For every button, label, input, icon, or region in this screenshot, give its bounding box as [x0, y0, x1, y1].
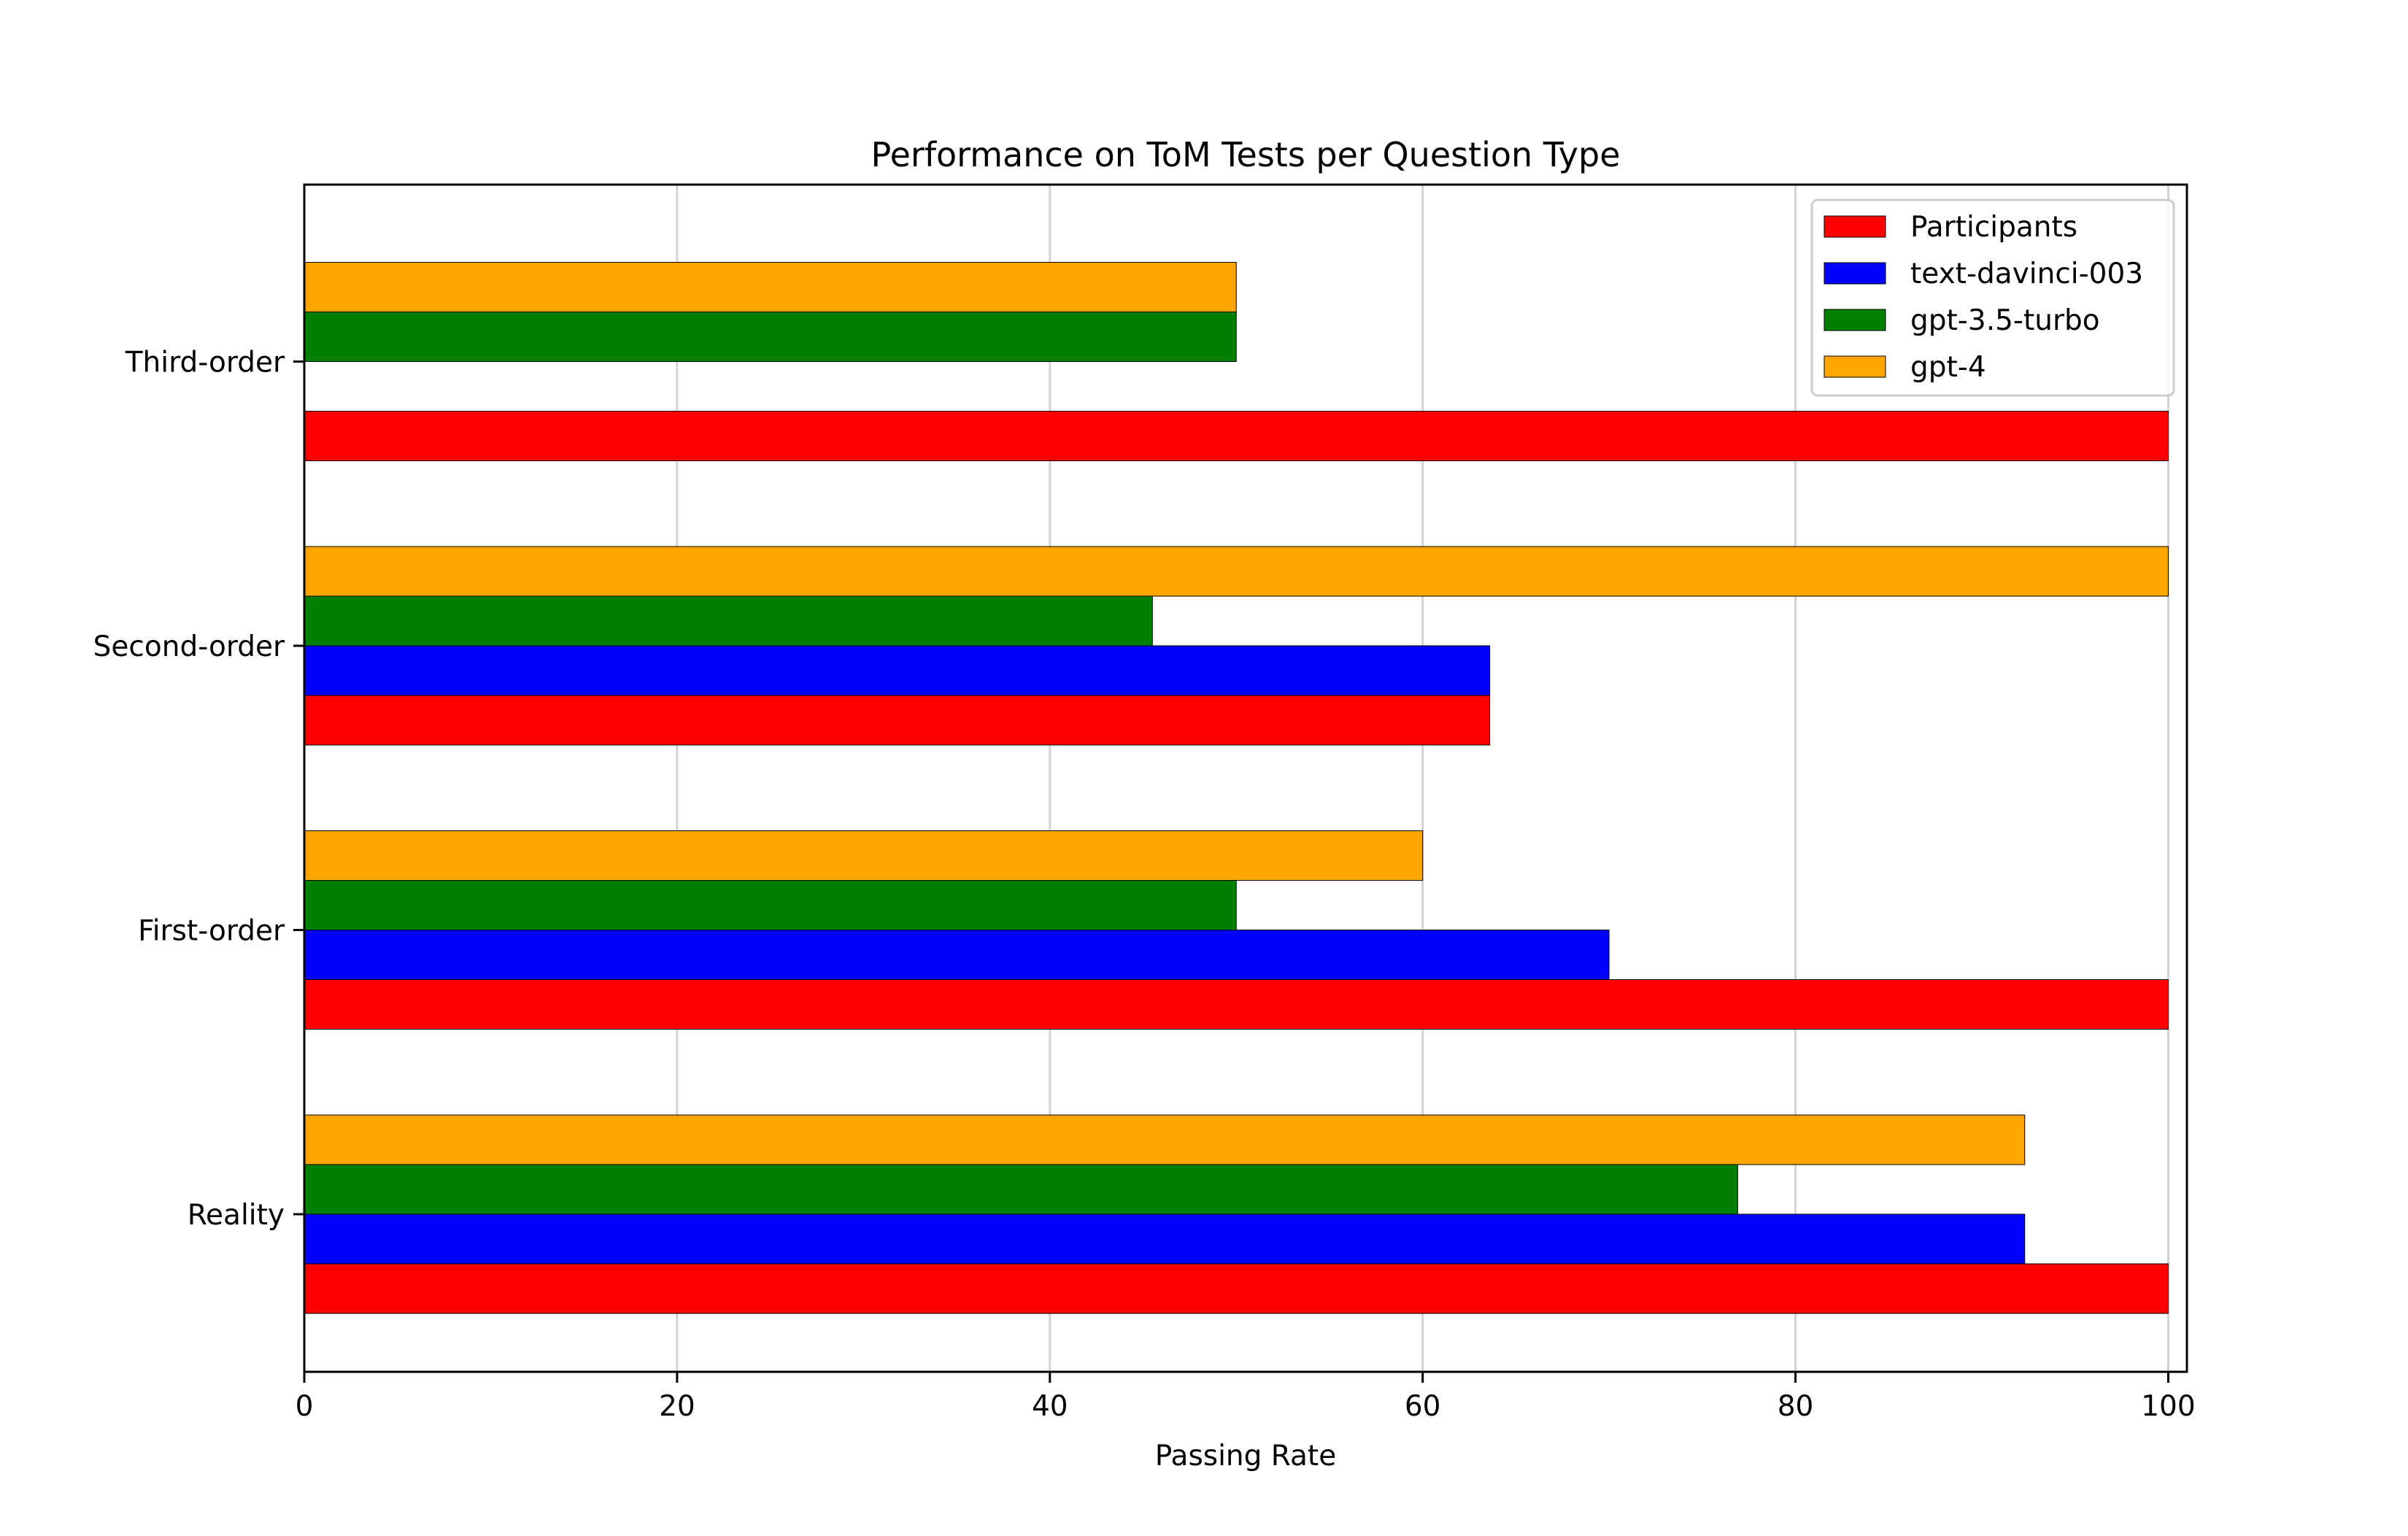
bar-gpt-4-second-order — [304, 546, 2169, 597]
x-tick-label: 20 — [659, 1390, 695, 1423]
legend-swatch — [1824, 215, 1886, 238]
plot-frame — [303, 183, 2188, 1373]
x-tick-label: 80 — [1778, 1390, 1814, 1423]
bars — [304, 262, 2169, 1314]
chart-title: Performance on ToM Tests per Question Ty… — [871, 135, 1620, 174]
x-axis-label: Passing Rate — [1155, 1440, 1336, 1473]
legend-label: text-davinci-003 — [1910, 258, 2143, 290]
y-tick-label: First-order — [138, 915, 285, 948]
legend-swatch — [1824, 309, 1886, 331]
bar-gpt-3-5-turbo-reality — [304, 1164, 1738, 1215]
legend-box — [1810, 198, 2175, 397]
x-tick-label: 40 — [1032, 1390, 1068, 1423]
x-tick-label: 60 — [1405, 1390, 1441, 1423]
bar-text-davinci-003-first-order — [304, 930, 1610, 980]
bar-gpt-3-5-turbo-second-order — [304, 595, 1153, 647]
legend-swatch — [1824, 355, 1886, 378]
x-axis-ticks: 0 20 40 60 80 100 — [296, 1372, 2196, 1423]
legend-swatch — [1824, 262, 1886, 285]
y-tick-label: Third-order — [125, 347, 285, 379]
legend-label: Participants — [1910, 211, 2077, 244]
x-tick-label: 0 — [296, 1390, 314, 1423]
legend-label: gpt-3.5-turbo — [1910, 304, 2100, 337]
bar-text-davinci-003-second-order — [304, 645, 1491, 696]
bar-participants-reality — [304, 1263, 2169, 1314]
y-tick-label: Second-order — [93, 630, 285, 663]
y-axis-ticks: Reality First-order Second-order Third-orde… — [93, 347, 304, 1232]
legend: Participants text-davinci-003 gpt-3.5-turb… — [1810, 198, 2175, 397]
bar-gpt-3-5-turbo-first-order — [304, 880, 1237, 930]
bar-gpt-4-reality — [304, 1114, 2026, 1165]
bar-participants-second-order — [304, 695, 1491, 746]
y-tick-label: Reality — [188, 1199, 285, 1232]
legend-label: gpt-4 — [1910, 351, 1986, 384]
bar-participants-third-order — [304, 411, 2169, 461]
bar-gpt-4-first-order — [304, 830, 1424, 881]
bar-text-davinci-003-reality — [304, 1213, 2026, 1265]
bar-gpt-4-third-order — [304, 262, 1237, 312]
x-tick-label: 100 — [2141, 1390, 2195, 1423]
bar-gpt-3-5-turbo-third-order — [304, 312, 1237, 362]
bar-participants-first-order — [304, 979, 2169, 1030]
